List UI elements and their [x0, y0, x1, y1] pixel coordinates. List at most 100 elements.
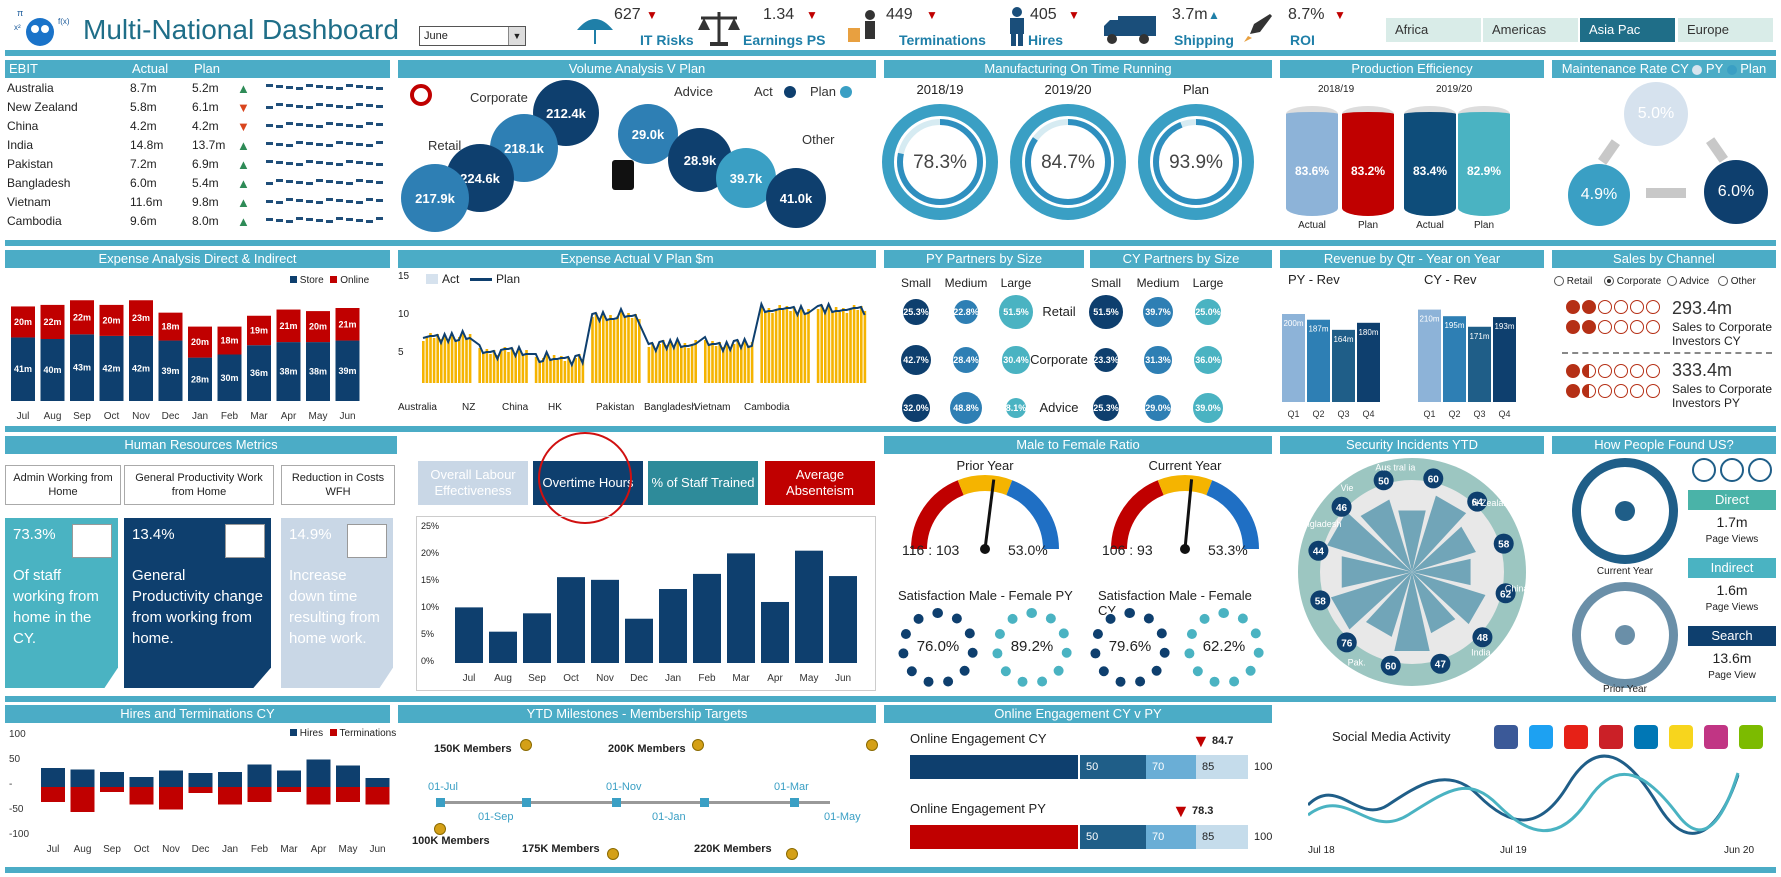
month-select[interactable]: June ▼	[419, 26, 526, 46]
linkedin-icon[interactable]	[1634, 725, 1658, 749]
hr-toggle-button[interactable]: Admin Working from Home	[5, 465, 121, 505]
section-divider	[5, 867, 1776, 873]
actplan-bar	[842, 308, 845, 383]
expense-bar-online	[276, 309, 301, 343]
actplan-bar	[654, 348, 658, 383]
hr-tab-button[interactable]: % of Staff Trained	[648, 461, 758, 505]
partners-py-col: Small	[900, 276, 931, 290]
actplan-bar	[503, 347, 507, 383]
kpi-terminations: 449 ▼ Terminations	[842, 4, 992, 48]
channel-radio[interactable]: Corporate	[1604, 276, 1661, 287]
actplan-bar	[834, 307, 838, 383]
thumbs-up-icon: ▲	[237, 195, 250, 210]
actplan-bar	[609, 315, 612, 383]
revenue-bar	[1357, 322, 1380, 402]
found-title: How People Found US?	[1552, 436, 1776, 454]
actplan-bar	[856, 310, 859, 383]
radio-icon[interactable]	[1604, 276, 1614, 287]
radio-icon[interactable]	[1718, 276, 1728, 287]
rocket-icon	[1244, 14, 1272, 42]
snapchat-icon[interactable]	[1669, 725, 1693, 749]
actplan-bar	[574, 358, 577, 383]
kpi-label: IT Risks	[640, 32, 694, 48]
hr-tab-button[interactable]: Overall Labour Effectiveness	[418, 461, 528, 505]
hr-toggle-button[interactable]: General Productivity Work from Home	[124, 465, 274, 505]
channel-py-value: 333.4m	[1672, 360, 1733, 380]
found-item-sub: Page View	[1708, 670, 1756, 681]
actplan-bar	[521, 354, 525, 383]
partners-cy-bubble: 39.7%	[1143, 297, 1173, 327]
revenue-quarter-label: Q3	[1473, 409, 1485, 419]
month-select-value: June	[424, 30, 448, 42]
legend-terminations-swatch	[329, 729, 337, 736]
expense-online-label: 19m	[250, 325, 268, 335]
ebit-plan: 13.7m	[192, 138, 226, 152]
channel-radio[interactable]: Advice	[1667, 276, 1709, 287]
cycle-arrow-icon	[1598, 139, 1620, 165]
milestone-bottom-label: 175K Members	[522, 843, 600, 855]
windows-icon[interactable]	[1739, 725, 1763, 749]
youtube-icon[interactable]	[1564, 725, 1588, 749]
region-americas[interactable]: Americas	[1483, 18, 1578, 42]
radar-country-label: Bangladesh	[1294, 519, 1341, 529]
found-panel: Current Year Prior Year Direct 1.7m Page Vie…	[1552, 454, 1776, 695]
spark-dash	[356, 179, 363, 182]
expense-month-label: Sep	[73, 411, 91, 422]
channel-ball	[1646, 300, 1660, 314]
ebit-plan: 6.9m	[192, 157, 219, 171]
channel-radio[interactable]: Other	[1718, 276, 1756, 287]
hr-tab-button[interactable]: Average Absenteism	[765, 461, 875, 505]
found-item-button[interactable]: Search	[1688, 626, 1776, 646]
region-europe[interactable]: Europe	[1678, 18, 1773, 42]
partners-cy-bubble: 25.0%	[1195, 299, 1221, 325]
partners-cy-bubble: 29.0%	[1144, 394, 1172, 422]
channel-radio[interactable]: Retail	[1554, 276, 1592, 287]
channel-cy-caption: Sales to Corporate Investors CY	[1672, 320, 1773, 348]
expense-month-label: Jun	[339, 411, 355, 422]
overtime-month-label: Apr	[767, 673, 783, 684]
volume-legend-plan: Plan	[810, 84, 837, 99]
sat-value: 76.0%	[916, 638, 960, 655]
expense-bar-store	[188, 357, 212, 401]
radio-icon[interactable]	[1554, 276, 1564, 287]
facebook-icon[interactable]	[1494, 725, 1518, 749]
actplan-bar	[831, 311, 834, 383]
terminations-bar	[159, 787, 183, 810]
svg-text:x²: x²	[14, 23, 21, 32]
chevron-down-icon[interactable]: ▼	[508, 27, 525, 45]
exp-actplan-title: Expense Actual V Plan $m	[398, 250, 876, 268]
radar-country-label: N Zealand	[1472, 498, 1514, 508]
spark-dash	[376, 217, 383, 220]
twitter-icon[interactable]	[1529, 725, 1553, 749]
pinterest-icon[interactable]	[1599, 725, 1623, 749]
ebit-country: Australia	[7, 81, 54, 95]
actplan-bar	[429, 333, 432, 383]
hires-bar	[218, 772, 242, 787]
found-item-button[interactable]: Indirect	[1688, 558, 1776, 578]
engagement-marker-value: 84.7	[1212, 735, 1234, 747]
found-item-button[interactable]: Direct	[1688, 490, 1776, 510]
region-asia-pac[interactable]: Asia Pac	[1580, 18, 1675, 42]
kpi-label: Hires	[1028, 32, 1064, 48]
terminations-bar	[218, 787, 242, 805]
found-ring	[1572, 458, 1678, 564]
radar-spoke	[1412, 572, 1486, 625]
social-title: Social Media Activity	[1332, 729, 1451, 744]
spark-dash	[276, 219, 283, 222]
partners-grid: Small Small Medium Medium Large Large Retail 25…	[884, 268, 1272, 425]
radar-spoke	[1360, 499, 1412, 572]
actplan-bar	[422, 341, 425, 383]
actplan-bar	[774, 309, 778, 383]
instagram-icon[interactable]	[1704, 725, 1728, 749]
radar-value: 60	[1428, 474, 1440, 485]
region-africa[interactable]: Africa	[1386, 18, 1481, 42]
actplan-bar	[838, 312, 841, 383]
spark-dash	[376, 181, 383, 184]
spark-dash	[346, 182, 353, 185]
spark-dash	[316, 161, 323, 164]
milestone-date-top: 01-Jul	[428, 781, 458, 793]
actplan-bar	[616, 316, 619, 383]
hires-legend: Hires Terminations	[290, 728, 396, 739]
radio-icon[interactable]	[1667, 276, 1677, 287]
hr-toggle-button[interactable]: Reduction in Costs WFH	[281, 465, 395, 505]
